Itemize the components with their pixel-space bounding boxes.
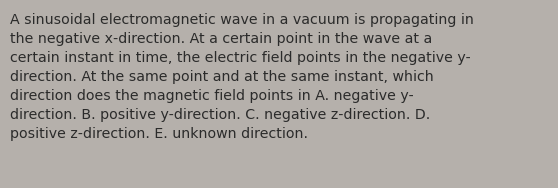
Text: A sinusoidal electromagnetic wave in a vacuum is propagating in
the negative x-d: A sinusoidal electromagnetic wave in a v… <box>10 13 474 141</box>
